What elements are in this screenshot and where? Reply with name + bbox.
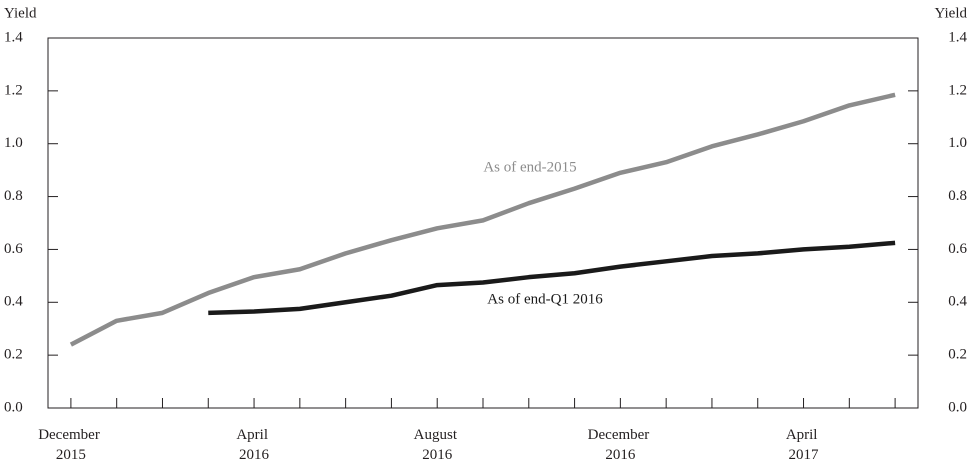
plot-frame [47, 37, 919, 409]
y2-tick-label: 0.0 [948, 399, 967, 415]
x-tick-label: April 2016 [236, 427, 271, 463]
y2-tick-label: 0.6 [948, 241, 967, 257]
y-tick-label: 0.8 [4, 188, 23, 204]
x-tick-label: August 2016 [414, 427, 461, 463]
x-tick-label: December 2016 [588, 427, 653, 463]
x-tick-label: April 2017 [786, 427, 821, 463]
y-tick-label: 0.6 [4, 241, 23, 257]
series-label: As of end-2015 [483, 159, 576, 175]
y2-tick-label: 0.8 [948, 188, 967, 204]
y-axis-label: Yield [4, 5, 37, 21]
y2-tick-label: 0.4 [948, 294, 967, 310]
y-tick-label: 1.4 [4, 29, 23, 45]
series-line [69, 92, 896, 347]
series-label: As of end-Q1 2016 [487, 291, 603, 307]
series-line [208, 240, 896, 316]
y-tick-label: 0.4 [4, 294, 23, 310]
y2-tick-label: 1.4 [948, 29, 967, 45]
y-tick-label: 1.2 [4, 82, 23, 98]
y2-tick-label: 0.2 [948, 347, 967, 363]
y2-tick-label: 1.0 [948, 135, 967, 151]
x-tick-label: December 2015 [38, 427, 103, 463]
y-tick-label: 0.2 [4, 347, 23, 363]
y-tick-label: 1.0 [4, 135, 23, 151]
y2-tick-label: 1.2 [948, 82, 967, 98]
y-tick-label: 0.0 [4, 399, 23, 415]
y2-axis-label: Yield [935, 5, 968, 21]
